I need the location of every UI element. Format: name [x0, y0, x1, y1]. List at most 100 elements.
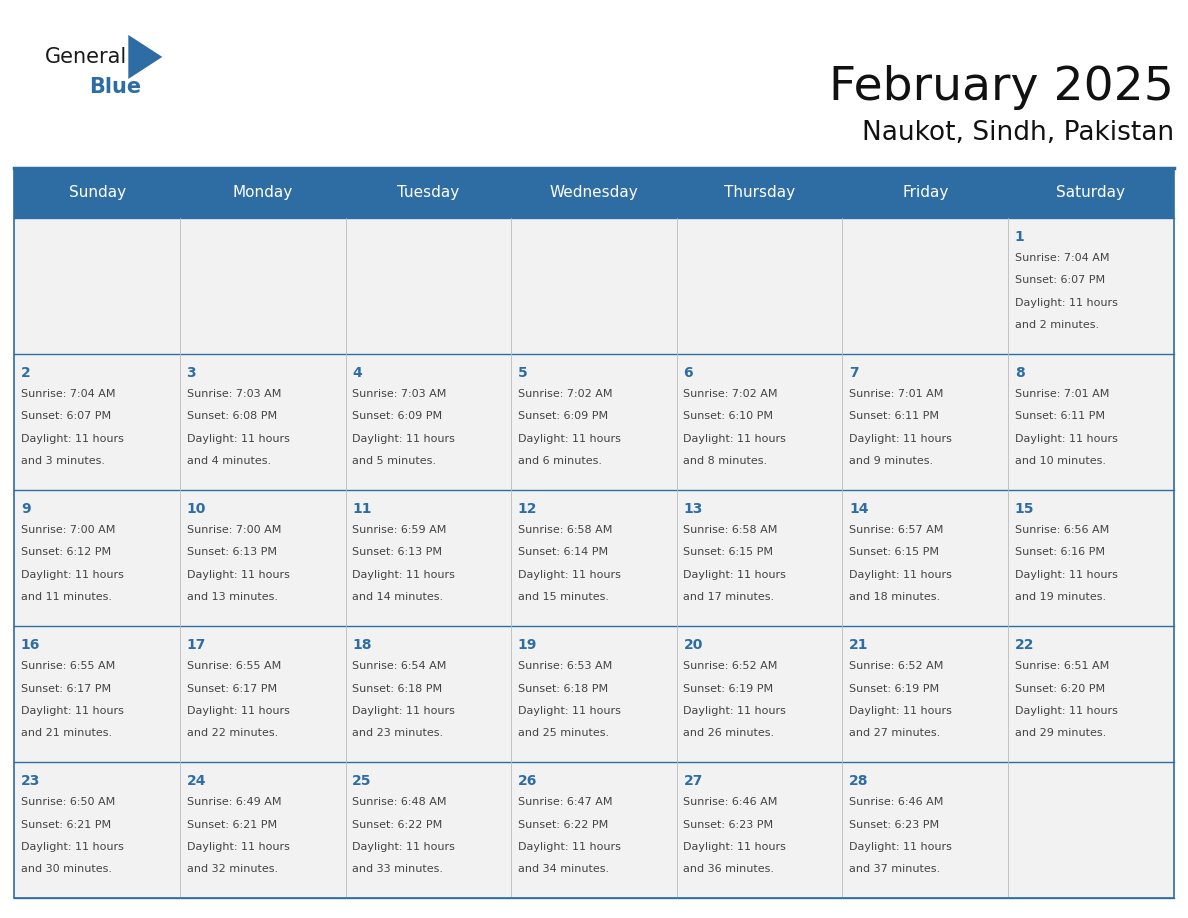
Text: Daylight: 11 hours: Daylight: 11 hours: [518, 706, 620, 716]
Text: Wednesday: Wednesday: [550, 185, 638, 200]
Text: Sunrise: 6:52 AM: Sunrise: 6:52 AM: [683, 661, 778, 671]
Text: Daylight: 11 hours: Daylight: 11 hours: [683, 570, 786, 580]
Text: Sunrise: 7:02 AM: Sunrise: 7:02 AM: [518, 389, 612, 399]
Text: Daylight: 11 hours: Daylight: 11 hours: [683, 434, 786, 444]
Text: Sunset: 6:22 PM: Sunset: 6:22 PM: [352, 820, 442, 830]
Text: and 37 minutes.: and 37 minutes.: [849, 865, 940, 875]
Text: Sunrise: 6:57 AM: Sunrise: 6:57 AM: [849, 525, 943, 535]
Text: and 22 minutes.: and 22 minutes.: [187, 728, 278, 738]
Text: and 15 minutes.: and 15 minutes.: [518, 592, 608, 602]
Text: Blue: Blue: [89, 77, 141, 97]
Text: Sunset: 6:18 PM: Sunset: 6:18 PM: [352, 684, 442, 693]
Text: and 30 minutes.: and 30 minutes.: [21, 865, 112, 875]
Text: Daylight: 11 hours: Daylight: 11 hours: [352, 706, 455, 716]
Text: 3: 3: [187, 366, 196, 380]
Text: Daylight: 11 hours: Daylight: 11 hours: [849, 842, 952, 852]
Text: Daylight: 11 hours: Daylight: 11 hours: [352, 434, 455, 444]
Text: Sunset: 6:16 PM: Sunset: 6:16 PM: [1015, 547, 1105, 557]
Text: 18: 18: [352, 638, 372, 652]
Text: Sunrise: 6:48 AM: Sunrise: 6:48 AM: [352, 797, 447, 807]
Text: Sunset: 6:10 PM: Sunset: 6:10 PM: [683, 411, 773, 421]
Text: and 13 minutes.: and 13 minutes.: [187, 592, 278, 602]
Text: February 2025: February 2025: [829, 64, 1174, 110]
Text: Sunset: 6:14 PM: Sunset: 6:14 PM: [518, 547, 608, 557]
Text: Sunset: 6:15 PM: Sunset: 6:15 PM: [849, 547, 939, 557]
Text: 4: 4: [352, 366, 362, 380]
Text: 9: 9: [21, 502, 31, 516]
Text: and 17 minutes.: and 17 minutes.: [683, 592, 775, 602]
Text: Sunrise: 7:00 AM: Sunrise: 7:00 AM: [21, 525, 115, 535]
Text: Sunset: 6:09 PM: Sunset: 6:09 PM: [352, 411, 442, 421]
Text: General: General: [45, 47, 127, 67]
Text: and 10 minutes.: and 10 minutes.: [1015, 456, 1106, 466]
Text: Monday: Monday: [233, 185, 293, 200]
Text: and 33 minutes.: and 33 minutes.: [352, 865, 443, 875]
Text: Daylight: 11 hours: Daylight: 11 hours: [187, 570, 290, 580]
Text: Saturday: Saturday: [1056, 185, 1125, 200]
Text: Sunset: 6:15 PM: Sunset: 6:15 PM: [683, 547, 773, 557]
Text: Sunset: 6:19 PM: Sunset: 6:19 PM: [683, 684, 773, 693]
Text: 24: 24: [187, 774, 206, 788]
Text: Daylight: 11 hours: Daylight: 11 hours: [1015, 706, 1118, 716]
Text: 11: 11: [352, 502, 372, 516]
Text: Sunset: 6:17 PM: Sunset: 6:17 PM: [187, 684, 277, 693]
Text: Sunset: 6:07 PM: Sunset: 6:07 PM: [1015, 275, 1105, 285]
Text: Sunset: 6:13 PM: Sunset: 6:13 PM: [187, 547, 277, 557]
Text: 28: 28: [849, 774, 868, 788]
Text: 7: 7: [849, 366, 859, 380]
Text: Daylight: 11 hours: Daylight: 11 hours: [187, 706, 290, 716]
Text: 15: 15: [1015, 502, 1035, 516]
Text: Tuesday: Tuesday: [397, 185, 460, 200]
Text: and 29 minutes.: and 29 minutes.: [1015, 728, 1106, 738]
Text: Sunrise: 7:03 AM: Sunrise: 7:03 AM: [352, 389, 447, 399]
Text: Daylight: 11 hours: Daylight: 11 hours: [21, 842, 124, 852]
Text: Sunrise: 6:59 AM: Sunrise: 6:59 AM: [352, 525, 447, 535]
Text: Sunrise: 6:47 AM: Sunrise: 6:47 AM: [518, 797, 612, 807]
Text: Sunrise: 7:01 AM: Sunrise: 7:01 AM: [1015, 389, 1110, 399]
Text: 26: 26: [518, 774, 537, 788]
Text: and 36 minutes.: and 36 minutes.: [683, 865, 775, 875]
Text: 16: 16: [21, 638, 40, 652]
Text: Sunrise: 7:01 AM: Sunrise: 7:01 AM: [849, 389, 943, 399]
Text: Sunrise: 6:55 AM: Sunrise: 6:55 AM: [187, 661, 280, 671]
Text: 14: 14: [849, 502, 868, 516]
Text: Sunset: 6:18 PM: Sunset: 6:18 PM: [518, 684, 608, 693]
Text: Sunset: 6:23 PM: Sunset: 6:23 PM: [683, 820, 773, 830]
Text: 21: 21: [849, 638, 868, 652]
Text: Naukot, Sindh, Pakistan: Naukot, Sindh, Pakistan: [861, 120, 1174, 146]
Text: Sunset: 6:13 PM: Sunset: 6:13 PM: [352, 547, 442, 557]
Text: and 32 minutes.: and 32 minutes.: [187, 865, 278, 875]
Text: 10: 10: [187, 502, 206, 516]
Text: Daylight: 11 hours: Daylight: 11 hours: [21, 706, 124, 716]
Text: 5: 5: [518, 366, 527, 380]
Text: and 27 minutes.: and 27 minutes.: [849, 728, 941, 738]
Text: and 4 minutes.: and 4 minutes.: [187, 456, 271, 466]
Text: Sunrise: 6:52 AM: Sunrise: 6:52 AM: [849, 661, 943, 671]
Text: Daylight: 11 hours: Daylight: 11 hours: [1015, 570, 1118, 580]
Text: and 2 minutes.: and 2 minutes.: [1015, 320, 1099, 330]
Text: Sunrise: 6:58 AM: Sunrise: 6:58 AM: [518, 525, 612, 535]
Text: Sunrise: 7:04 AM: Sunrise: 7:04 AM: [21, 389, 115, 399]
Text: 13: 13: [683, 502, 703, 516]
Text: Daylight: 11 hours: Daylight: 11 hours: [518, 570, 620, 580]
Text: Sunrise: 7:02 AM: Sunrise: 7:02 AM: [683, 389, 778, 399]
Text: 25: 25: [352, 774, 372, 788]
Text: Sunset: 6:07 PM: Sunset: 6:07 PM: [21, 411, 110, 421]
Text: Sunset: 6:21 PM: Sunset: 6:21 PM: [187, 820, 277, 830]
Text: Daylight: 11 hours: Daylight: 11 hours: [187, 842, 290, 852]
Text: Daylight: 11 hours: Daylight: 11 hours: [518, 434, 620, 444]
Text: Sunrise: 7:04 AM: Sunrise: 7:04 AM: [1015, 253, 1110, 263]
Text: and 9 minutes.: and 9 minutes.: [849, 456, 934, 466]
Text: Daylight: 11 hours: Daylight: 11 hours: [518, 842, 620, 852]
Text: 17: 17: [187, 638, 206, 652]
Text: Sunrise: 6:54 AM: Sunrise: 6:54 AM: [352, 661, 447, 671]
Text: Friday: Friday: [902, 185, 948, 200]
Text: Daylight: 11 hours: Daylight: 11 hours: [683, 842, 786, 852]
Text: and 6 minutes.: and 6 minutes.: [518, 456, 602, 466]
Text: Daylight: 11 hours: Daylight: 11 hours: [187, 434, 290, 444]
Text: Sunrise: 6:51 AM: Sunrise: 6:51 AM: [1015, 661, 1108, 671]
Text: and 8 minutes.: and 8 minutes.: [683, 456, 767, 466]
Text: Sunrise: 6:49 AM: Sunrise: 6:49 AM: [187, 797, 282, 807]
Text: Sunset: 6:11 PM: Sunset: 6:11 PM: [1015, 411, 1105, 421]
Text: Sunrise: 6:53 AM: Sunrise: 6:53 AM: [518, 661, 612, 671]
